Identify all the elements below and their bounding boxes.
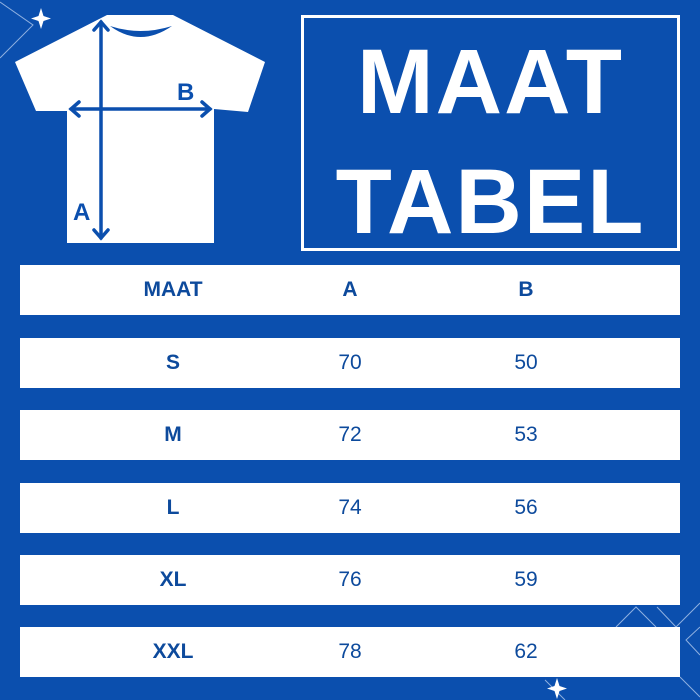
label-a: A [73, 199, 90, 226]
b-cell: 62 [514, 640, 538, 663]
a-cell: 76 [338, 568, 362, 591]
a-cell: 72 [338, 423, 362, 446]
label-b: B [177, 79, 194, 106]
size-cell: M [164, 423, 182, 446]
b-cell: 59 [514, 568, 538, 591]
header-b: B [518, 278, 534, 301]
header-a: A [342, 278, 358, 301]
size-cell: S [165, 351, 180, 374]
b-cell: 56 [514, 496, 538, 519]
table-row: S 70 50 [20, 338, 680, 388]
size-cell: XXL [152, 640, 194, 663]
table-row: XXL 78 62 [20, 627, 680, 677]
title-line-1: MAAT [357, 31, 624, 133]
table-row: L 74 56 [20, 483, 680, 533]
table-row: XL 76 59 [20, 555, 680, 605]
title-box: MAAT TABEL [301, 15, 680, 251]
a-cell: 70 [338, 351, 362, 374]
a-cell: 78 [338, 640, 362, 663]
header-maat: MAAT [143, 278, 203, 301]
table-header: MAAT A B [20, 265, 680, 315]
sparkle-icon [31, 8, 51, 29]
size-cell: XL [159, 568, 187, 591]
tshirt-shape [15, 15, 265, 243]
b-cell: 50 [514, 351, 538, 374]
tshirt-collar [110, 26, 172, 37]
tshirt-diagram: A B [15, 15, 265, 243]
size-cell: L [166, 496, 180, 519]
b-cell: 53 [514, 423, 538, 446]
a-cell: 74 [338, 496, 362, 519]
title-line-2: TABEL [335, 151, 646, 253]
sparkle-icon [547, 678, 567, 699]
table-row: M 72 53 [20, 410, 680, 460]
